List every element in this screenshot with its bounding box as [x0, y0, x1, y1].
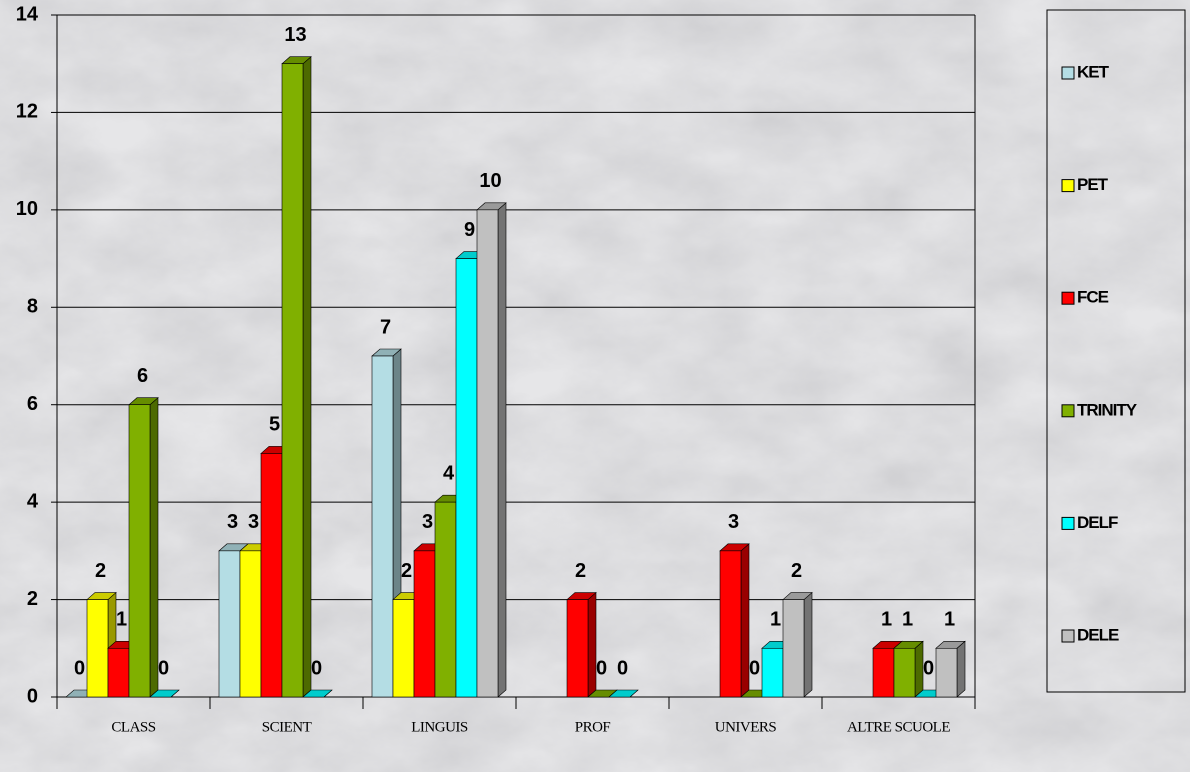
- data-label: 0: [596, 657, 607, 679]
- y-tick-label: 14: [16, 3, 39, 25]
- data-label: 5: [269, 414, 280, 436]
- legend-swatch: [1061, 179, 1075, 193]
- bar-front: [761, 647, 784, 698]
- data-label: 1: [881, 609, 892, 631]
- bar-front: [872, 647, 895, 698]
- data-label: 2: [791, 560, 802, 582]
- data-label: 0: [158, 657, 169, 679]
- bar: [566, 591, 597, 698]
- legend-swatch: [1061, 516, 1075, 530]
- bar: [608, 689, 639, 698]
- bar-front: [218, 550, 241, 698]
- bar: [893, 640, 924, 698]
- bar-side: [497, 202, 507, 698]
- legend-box: [1046, 9, 1186, 693]
- bar-front: [935, 647, 958, 698]
- bar-front: [392, 599, 415, 698]
- x-tick-label: LINGUIS: [411, 719, 468, 735]
- y-tick-label: 10: [16, 198, 38, 220]
- bar-top: [302, 689, 333, 698]
- bar-front: [476, 209, 499, 698]
- legend-label: DELE: [1077, 625, 1119, 644]
- data-label: 0: [74, 657, 85, 679]
- data-label: 1: [116, 609, 127, 631]
- bar-side: [587, 591, 597, 698]
- data-label: 1: [902, 609, 913, 631]
- data-label: 2: [95, 560, 106, 582]
- bar: [935, 640, 966, 698]
- bar: [476, 202, 507, 698]
- y-tick-label: 12: [16, 101, 38, 123]
- bar-top: [149, 689, 180, 698]
- bar: [719, 543, 750, 698]
- data-label: 0: [617, 657, 628, 679]
- bar-front: [371, 355, 394, 698]
- y-tick-label: 4: [27, 490, 39, 512]
- bar-front: [719, 550, 742, 698]
- data-label: 3: [227, 511, 238, 533]
- x-tick-label: SCIENT: [262, 719, 312, 735]
- x-tick-label: PROF: [575, 719, 611, 735]
- bar-front: [260, 453, 283, 698]
- bar-front: [434, 501, 457, 698]
- legend-label: DELF: [1077, 513, 1118, 532]
- bar-side: [956, 640, 966, 698]
- legend-swatch: [1061, 66, 1075, 80]
- legend-label: FCE: [1077, 288, 1109, 307]
- legend-swatch: [1061, 404, 1075, 418]
- data-label: 3: [248, 511, 259, 533]
- data-label: 1: [770, 609, 781, 631]
- data-label: 3: [422, 511, 433, 533]
- bar: [782, 591, 813, 698]
- bar-front: [782, 599, 805, 698]
- data-label: 3: [728, 511, 739, 533]
- data-label: 0: [311, 657, 322, 679]
- data-label: 0: [749, 657, 760, 679]
- legend-label: PET: [1077, 175, 1109, 194]
- y-tick-label: 6: [27, 393, 38, 415]
- legend-label: KET: [1077, 62, 1110, 81]
- bar: [128, 397, 159, 698]
- x-tick-label: CLASS: [111, 719, 155, 735]
- bar-top: [608, 689, 639, 698]
- bar: [281, 56, 312, 698]
- bar-front: [566, 599, 589, 698]
- bar: [149, 689, 180, 698]
- x-tick-label: ALTRE SCUOLE: [847, 719, 950, 735]
- bar-front: [413, 550, 436, 698]
- bar-front: [281, 63, 304, 698]
- bar-side: [914, 640, 924, 698]
- bar-front: [239, 550, 262, 698]
- data-label: 7: [380, 316, 391, 338]
- bar-side: [149, 397, 159, 698]
- bar-front: [107, 647, 130, 698]
- data-label: 1: [944, 609, 955, 631]
- bar-front: [893, 647, 916, 698]
- data-label: 10: [479, 170, 501, 192]
- data-label: 4: [443, 462, 455, 484]
- x-tick-label: UNIVERS: [715, 719, 777, 735]
- legend-swatch: [1061, 629, 1075, 643]
- data-label: 2: [575, 560, 586, 582]
- data-label: 9: [464, 219, 475, 241]
- bar-side: [302, 56, 312, 698]
- legend-swatch: [1061, 291, 1075, 305]
- bar: [302, 689, 333, 698]
- data-label: 6: [137, 365, 148, 387]
- legend-label: TRINITY: [1077, 400, 1138, 419]
- bar-side: [740, 543, 750, 698]
- bar-front: [128, 404, 151, 698]
- data-label: 0: [923, 657, 934, 679]
- y-tick-label: 0: [27, 685, 38, 707]
- bar-front: [455, 258, 478, 698]
- data-label: 13: [284, 24, 306, 46]
- bar-side: [803, 591, 813, 698]
- y-tick-label: 8: [27, 296, 38, 318]
- y-tick-label: 2: [27, 588, 38, 610]
- data-label: 2: [401, 560, 412, 582]
- bar-front: [86, 599, 109, 698]
